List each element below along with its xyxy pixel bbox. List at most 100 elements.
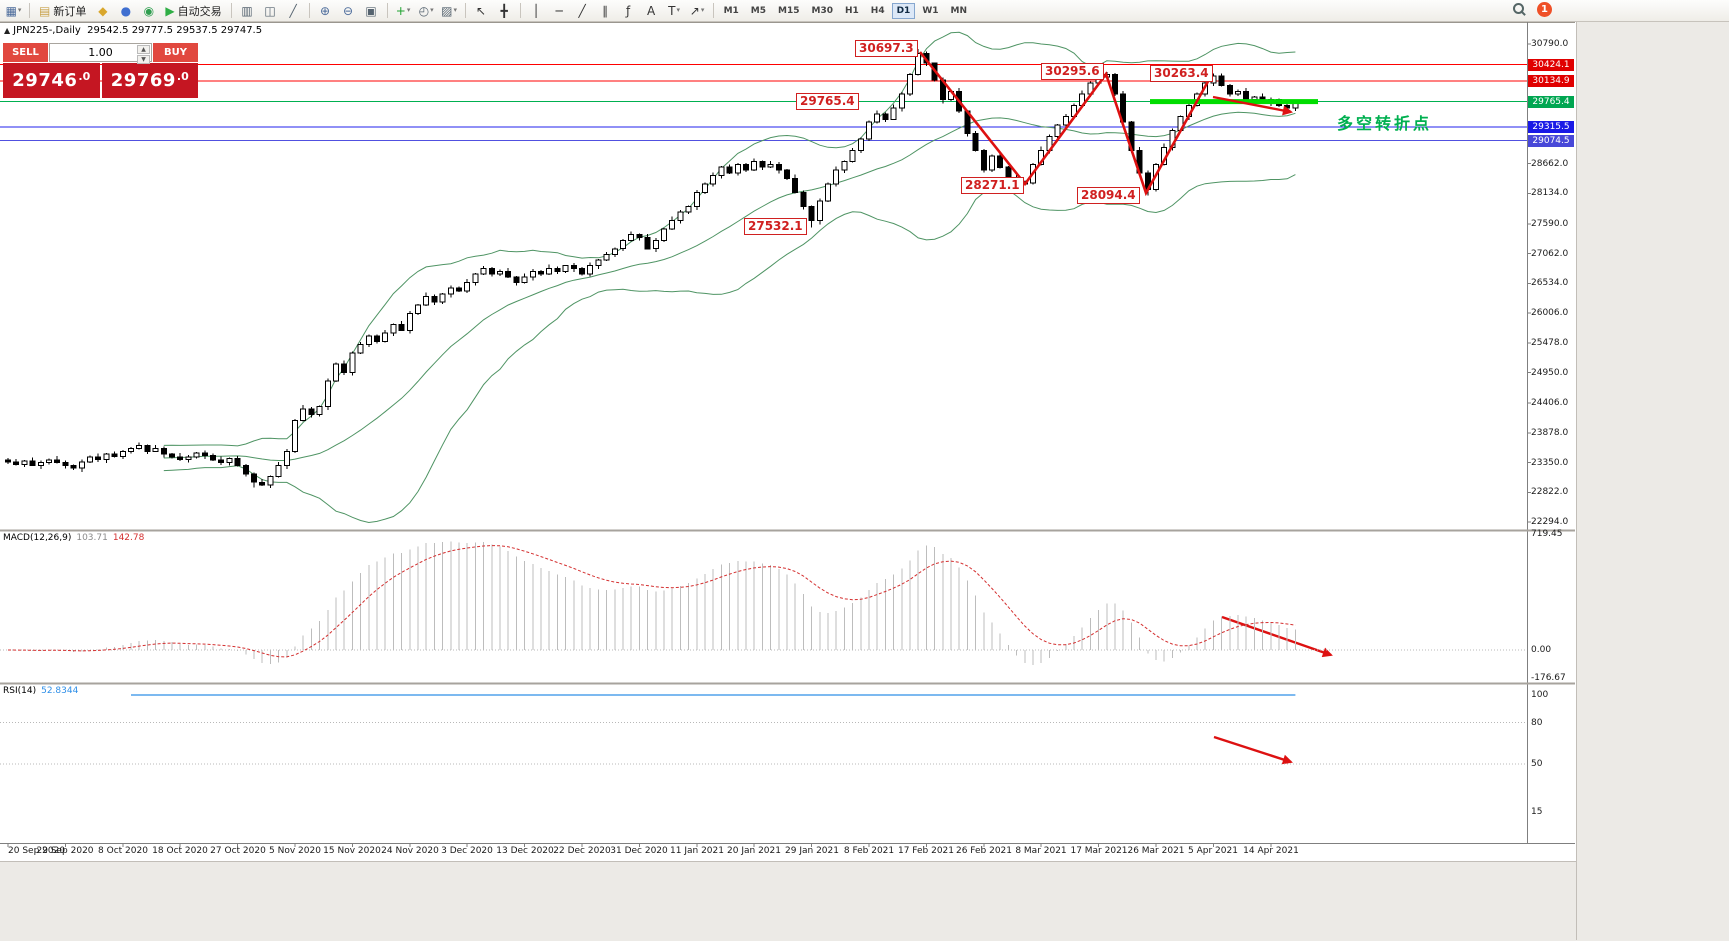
rsi-axis-label: 50 [1531,759,1543,769]
chevron-down-icon: ▾ [453,6,457,14]
bar-chart-icon[interactable]: ▥ [237,1,258,21]
text-icon[interactable]: A [641,1,662,21]
macd-axis-label: 0.00 [1531,645,1552,655]
tf-button-w1[interactable]: W1 [922,5,939,16]
templates-icon[interactable]: ▨ ▾ [439,1,460,21]
macd-pane-label: MACD(12,26,9) 103.71 142.78 [3,533,144,543]
tf-button-m15[interactable]: M15 [778,5,800,16]
new-chart-icon[interactable]: ▦ ▾ [3,1,24,21]
line-chart-icon[interactable]: ╱ [283,1,304,21]
date-label: 8 Mar 2021 [1015,846,1067,856]
macd-axis-label: 719.45 [1531,529,1563,539]
crosshair-glyph: ╋ [500,3,508,18]
toolbar-right-group: 1 [1512,2,1552,17]
sell-price-box[interactable]: 29746 .0 [3,63,100,98]
workspace-empty-right [1576,22,1729,940]
price-axis-label: 22294.0 [1531,517,1569,527]
spinner-up-icon[interactable]: ▲ [137,45,150,54]
date-label: 20 Sep 2020 [8,846,66,856]
autotrading-label: 自动交易 [177,4,222,18]
tf-button-d1[interactable]: D1 [891,2,916,19]
volume-value: 1.00 [88,46,113,59]
crosshair-icon[interactable]: ╋ [494,1,515,21]
tf-button-m5[interactable]: M5 [750,5,767,16]
fibonacci-glyph: ƒ [625,3,631,18]
tf-button-h1[interactable]: H1 [844,5,859,16]
annotation-price-label[interactable]: 28271.1 [961,177,1024,194]
date-label: 29 Jan 2021 [785,846,839,856]
date-label: 5 Nov 2020 [269,846,321,856]
macd-signal-line [7,545,1296,658]
cursor-icon[interactable]: ↖ [471,1,492,21]
chart-canvas[interactable] [0,0,1576,862]
axis-ticks [7,43,1531,847]
new-chart-glyph: ▦ [5,3,17,18]
price-axis-label: 23350.0 [1531,458,1569,468]
equidistant-channel-icon[interactable]: ∥ [595,1,616,21]
horizontal-line-glyph: ─ [555,3,563,18]
tf-button-h4[interactable]: H4 [870,5,885,16]
periods-icon[interactable]: ◴ ▾ [416,1,437,21]
arrows-icon[interactable]: ↗ ▾ [687,1,708,21]
price-level-badge: 29315.5 [1528,121,1574,133]
rsi-down-arrow [1213,735,1293,765]
trendline-icon[interactable]: ╱ [572,1,593,21]
search-icon[interactable] [1512,2,1527,17]
chart-window[interactable] [0,22,1576,861]
sell-button[interactable]: SELL [3,43,48,62]
buy-button[interactable]: BUY [153,43,198,62]
price-axis-label: 26006.0 [1531,308,1569,318]
candlestick-chart-glyph: ◫ [264,3,276,18]
website-icon[interactable]: ◉ [138,1,159,21]
tile-windows-icon[interactable]: ▣ [361,1,382,21]
macd-main-value: 103.71 [76,533,108,543]
annotation-price-label[interactable]: 28094.4 [1077,187,1140,204]
buy-price-box[interactable]: 29769 .0 [101,63,198,98]
price-level-badge: 30134.9 [1528,75,1574,87]
volume-input[interactable]: 1.00 ▲ ▼ [49,43,152,64]
autotrading-button[interactable]: ▶ 自动交易 [160,2,226,20]
horizontal-line-icon[interactable]: ─ [549,1,570,21]
toolbar-separator [712,3,714,18]
zoom-in-icon[interactable]: ⊕ [315,1,336,21]
autotrading-glyph: ▶ [165,3,175,18]
date-label: 29 Sep 2020 [36,846,94,856]
tf-button-m1[interactable]: M1 [723,5,739,16]
annotation-price-label[interactable]: 30697.3 [855,40,918,57]
ohlc-values: 29542.5 29777.5 29537.5 29747.5 [87,25,263,36]
tile-windows-glyph: ▣ [365,3,377,18]
zoom-out-icon[interactable]: ⊖ [338,1,359,21]
price-down-arrow [1212,95,1293,116]
candles-layer [5,49,1299,488]
rsi-value: 52.8344 [41,686,79,696]
vertical-line-icon[interactable]: │ [526,1,547,21]
annotation-price-label[interactable]: 30295.6 [1041,63,1104,80]
bollinger-lower-line [163,174,1296,524]
price-axis-label: 27062.0 [1531,249,1569,259]
new-order-glyph: ▤ [39,3,51,18]
annotation-price-label[interactable]: 27532.1 [744,218,807,235]
candlestick-chart-icon[interactable]: ◫ [260,1,281,21]
price-axis-label: 26534.0 [1531,278,1569,288]
volume-spinner[interactable]: ▲ ▼ [137,45,150,64]
spinner-down-icon[interactable]: ▼ [137,55,150,64]
tf-button-mn[interactable]: MN [950,5,968,16]
bollinger-middle-line [163,111,1296,461]
community-icon[interactable]: ● [115,1,136,21]
tf-button-m30[interactable]: M30 [811,5,833,16]
vertical-line-glyph: │ [532,3,540,18]
date-label: 26 Feb 2021 [955,846,1013,856]
annotation-note-text[interactable]: 多空转折点 [1337,114,1433,133]
annotation-price-label[interactable]: 30263.4 [1150,65,1213,82]
collapse-panel-icon[interactable]: ▲ [4,26,11,35]
annotation-price-label[interactable]: 29765.4 [796,93,859,110]
zoom-out-glyph: ⊖ [343,3,354,18]
fibonacci-icon[interactable]: ƒ [618,1,639,21]
notifications-badge[interactable]: 1 [1537,2,1552,17]
data-folder-icon[interactable]: ◆ [92,1,113,21]
new-order-button[interactable]: ▤ 新订单 [34,2,91,20]
indicators-icon[interactable]: + ▾ [393,1,414,21]
date-label: 22 Dec 2020 [553,846,611,856]
date-label: 5 Apr 2021 [1188,846,1238,856]
text-label-icon[interactable]: T ▾ [664,1,685,21]
